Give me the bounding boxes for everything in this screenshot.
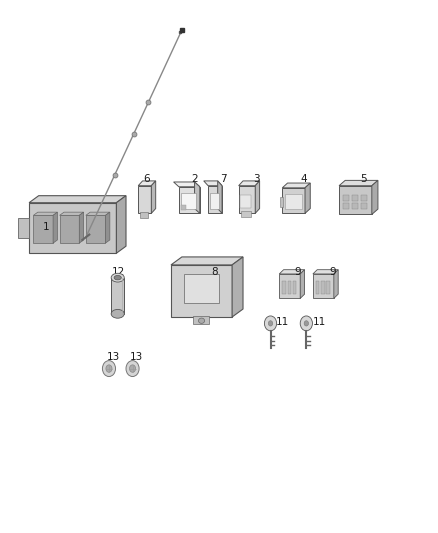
Text: 11: 11	[276, 317, 289, 327]
Polygon shape	[339, 180, 378, 185]
Polygon shape	[179, 187, 200, 213]
Polygon shape	[29, 196, 126, 203]
Circle shape	[126, 361, 139, 376]
Polygon shape	[194, 182, 200, 213]
Polygon shape	[60, 212, 84, 215]
Bar	[316, 281, 319, 294]
Ellipse shape	[111, 273, 124, 282]
Polygon shape	[204, 181, 222, 185]
Circle shape	[130, 365, 136, 372]
Text: 6: 6	[144, 174, 150, 184]
Polygon shape	[79, 212, 84, 243]
Bar	[321, 281, 325, 294]
Circle shape	[102, 361, 116, 376]
Polygon shape	[334, 270, 338, 298]
Circle shape	[106, 365, 112, 372]
Polygon shape	[279, 274, 300, 298]
Bar	[352, 203, 358, 209]
Polygon shape	[60, 215, 79, 243]
Polygon shape	[33, 215, 53, 243]
Bar	[111, 278, 124, 314]
Bar	[361, 203, 367, 209]
Polygon shape	[33, 212, 57, 215]
Bar	[343, 203, 349, 209]
Polygon shape	[138, 185, 151, 213]
Bar	[352, 195, 358, 200]
Polygon shape	[339, 185, 372, 214]
Text: 13: 13	[107, 352, 120, 362]
Bar	[343, 195, 349, 200]
Polygon shape	[86, 212, 110, 215]
Polygon shape	[208, 185, 222, 213]
Ellipse shape	[198, 318, 205, 324]
Bar	[293, 281, 296, 294]
Polygon shape	[313, 270, 338, 274]
Circle shape	[304, 321, 308, 326]
Text: 2: 2	[192, 174, 198, 184]
Polygon shape	[239, 181, 260, 185]
Ellipse shape	[114, 276, 121, 280]
Text: 8: 8	[211, 267, 218, 277]
Circle shape	[300, 316, 312, 331]
Polygon shape	[313, 274, 334, 298]
Text: 5: 5	[360, 174, 367, 184]
Text: 13: 13	[129, 352, 143, 362]
Text: 3: 3	[253, 174, 259, 184]
Text: 7: 7	[220, 174, 227, 184]
Polygon shape	[117, 196, 126, 253]
Polygon shape	[232, 257, 243, 317]
Polygon shape	[138, 181, 155, 185]
Polygon shape	[239, 185, 255, 213]
Bar	[288, 281, 291, 294]
Polygon shape	[372, 180, 378, 214]
Text: 11: 11	[313, 317, 326, 327]
Bar	[283, 281, 286, 294]
Polygon shape	[29, 203, 117, 253]
Bar	[184, 274, 219, 303]
Bar	[181, 193, 196, 209]
Bar	[181, 205, 186, 210]
Circle shape	[265, 316, 277, 331]
Bar	[210, 193, 219, 209]
Bar	[141, 212, 148, 217]
Circle shape	[268, 321, 273, 326]
Text: 1: 1	[43, 222, 50, 232]
Bar	[240, 195, 251, 208]
Polygon shape	[106, 212, 110, 243]
Bar	[285, 194, 301, 209]
Bar	[241, 211, 251, 216]
Bar	[193, 316, 209, 325]
Bar	[280, 197, 283, 207]
Polygon shape	[86, 215, 106, 243]
Ellipse shape	[111, 310, 124, 318]
Polygon shape	[18, 218, 29, 238]
Polygon shape	[300, 270, 304, 298]
Polygon shape	[53, 212, 57, 243]
Polygon shape	[218, 181, 222, 213]
Bar	[326, 281, 330, 294]
Polygon shape	[283, 188, 305, 213]
Polygon shape	[279, 270, 304, 274]
Polygon shape	[171, 265, 232, 317]
Text: 9: 9	[294, 267, 301, 277]
Polygon shape	[255, 181, 260, 213]
Polygon shape	[305, 183, 310, 213]
Bar	[361, 195, 367, 200]
Text: 4: 4	[301, 174, 307, 184]
Text: 12: 12	[112, 267, 125, 277]
Polygon shape	[173, 182, 200, 187]
Text: 9: 9	[329, 267, 336, 277]
Polygon shape	[283, 183, 310, 188]
Polygon shape	[171, 257, 243, 265]
Polygon shape	[151, 181, 155, 213]
